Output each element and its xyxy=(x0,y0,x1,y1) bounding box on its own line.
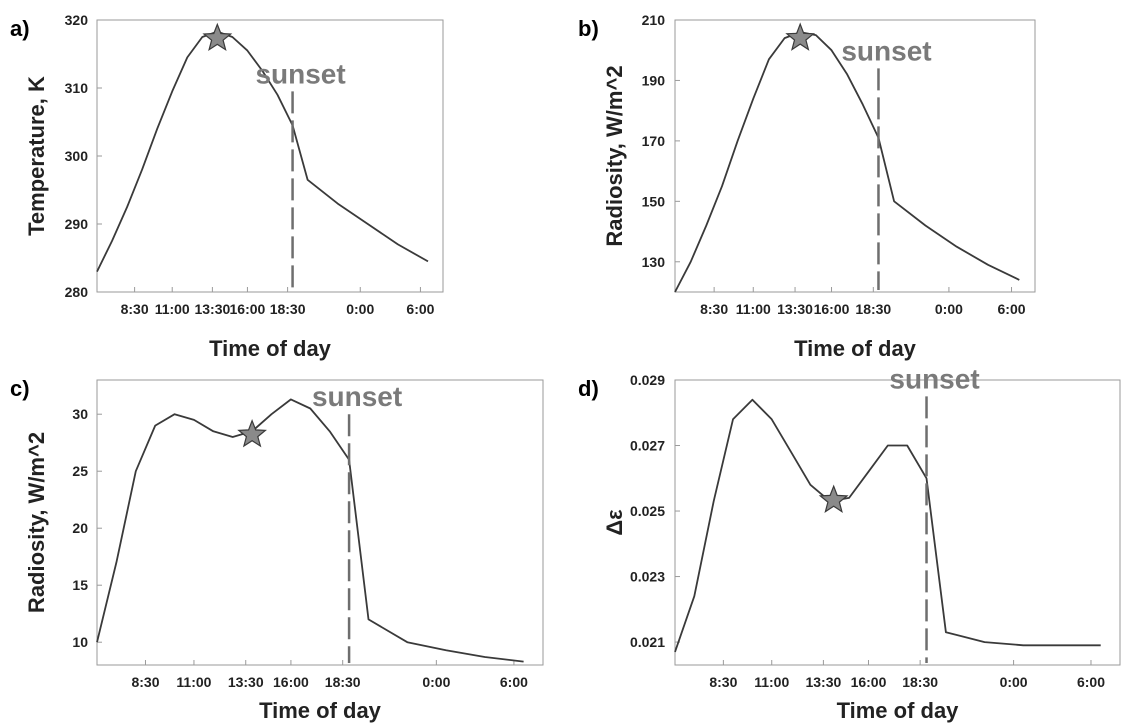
y-tick-label: 0.023 xyxy=(630,569,665,585)
chart-panel-1: a) 280 290 300 310 320 8:30 11:00 13:30 16:00 18:3… xyxy=(10,12,444,361)
x-tick-label: 6:00 xyxy=(1077,674,1105,690)
y-tick-label: 30 xyxy=(72,406,88,422)
star-marker xyxy=(818,484,849,513)
x-axis-title: Time of day xyxy=(794,336,917,361)
y-tick-label: 10 xyxy=(72,634,88,650)
panel-letter: a) xyxy=(10,16,30,41)
y-tick-label: 210 xyxy=(642,12,666,28)
plot-frame xyxy=(96,379,544,666)
y-tick-label: 20 xyxy=(72,520,88,536)
y-tick-label: 25 xyxy=(72,463,88,479)
series-line xyxy=(96,30,429,272)
series-line xyxy=(674,31,1020,293)
x-axis-title: Time of day xyxy=(209,336,332,361)
x-tick-label: 0:00 xyxy=(422,674,450,690)
panel-letter: d) xyxy=(578,376,599,401)
y-tick-label: 190 xyxy=(642,72,666,88)
x-tick-label: 18:30 xyxy=(270,301,306,317)
x-tick-label: 16:00 xyxy=(851,674,887,690)
chart-panel-4: d) 0.021 0.023 0.025 0.027 0.029 8:30 11:00 13:3… xyxy=(578,363,1121,723)
y-axis-title: Δε xyxy=(602,509,627,536)
y-tick-label: 320 xyxy=(65,12,89,28)
x-tick-label: 8:30 xyxy=(709,674,737,690)
x-tick-label: 8:30 xyxy=(700,301,728,317)
y-tick-label: 15 xyxy=(72,577,88,593)
x-tick-label: 13:30 xyxy=(805,674,841,690)
x-axis-title: Time of day xyxy=(259,698,382,723)
x-tick-label: 13:30 xyxy=(228,674,264,690)
x-tick-label: 18:30 xyxy=(855,301,891,317)
y-axis-title: Radiosity, W/m^2 xyxy=(602,65,627,246)
x-tick-label: 0:00 xyxy=(346,301,374,317)
x-tick-label: 8:30 xyxy=(121,301,149,317)
x-tick-label: 8:30 xyxy=(131,674,159,690)
y-tick-label: 0.025 xyxy=(630,503,665,519)
x-tick-label: 18:30 xyxy=(325,674,361,690)
y-axis-title: Temperature, K xyxy=(24,76,49,236)
panel-letter: c) xyxy=(10,376,30,401)
y-tick-label: 290 xyxy=(65,216,89,232)
sunset-label: sunset xyxy=(889,363,979,394)
plot-frame xyxy=(674,19,1036,293)
x-tick-label: 11:00 xyxy=(176,674,211,690)
chart-panel-3: c) 10 15 20 25 30 8:30 11:00 13:30 16:00 18:30 0:00… xyxy=(10,376,544,723)
chart-panel-2: b) 130 150 170 190 210 8:30 11:00 13:30 16:00 18:3… xyxy=(578,12,1036,361)
panel-letter: b) xyxy=(578,16,599,41)
y-tick-label: 130 xyxy=(642,254,666,270)
x-tick-label: 11:00 xyxy=(754,674,789,690)
y-tick-label: 0.029 xyxy=(630,372,665,388)
x-tick-label: 16:00 xyxy=(273,674,309,690)
y-tick-label: 150 xyxy=(642,193,666,209)
x-tick-label: 13:30 xyxy=(194,301,230,317)
star-marker xyxy=(785,22,816,51)
x-tick-label: 18:30 xyxy=(902,674,938,690)
sunset-label: sunset xyxy=(312,381,402,412)
x-tick-label: 0:00 xyxy=(1000,674,1028,690)
x-tick-label: 16:00 xyxy=(230,301,266,317)
x-tick-label: 6:00 xyxy=(998,301,1026,317)
x-tick-label: 11:00 xyxy=(155,301,190,317)
x-tick-label: 11:00 xyxy=(736,301,771,317)
star-marker xyxy=(202,22,233,52)
y-axis-title: Radiosity, W/m^2 xyxy=(24,432,49,613)
star-marker xyxy=(237,419,267,448)
sunset-label: sunset xyxy=(255,58,345,89)
y-tick-label: 310 xyxy=(65,80,89,96)
y-tick-label: 0.027 xyxy=(630,438,665,454)
plot-frame xyxy=(674,379,1121,666)
x-tick-label: 6:00 xyxy=(500,674,528,690)
x-tick-label: 0:00 xyxy=(935,301,963,317)
y-tick-label: 170 xyxy=(642,133,666,149)
y-tick-label: 300 xyxy=(65,148,89,164)
x-tick-label: 13:30 xyxy=(777,301,813,317)
y-tick-label: 280 xyxy=(65,284,89,300)
x-axis-title: Time of day xyxy=(837,698,960,723)
x-tick-label: 6:00 xyxy=(406,301,434,317)
sunset-label: sunset xyxy=(841,35,931,66)
series-line xyxy=(674,398,1101,653)
y-tick-label: 0.021 xyxy=(630,634,665,650)
x-tick-label: 16:00 xyxy=(814,301,850,317)
series-line xyxy=(96,398,524,663)
